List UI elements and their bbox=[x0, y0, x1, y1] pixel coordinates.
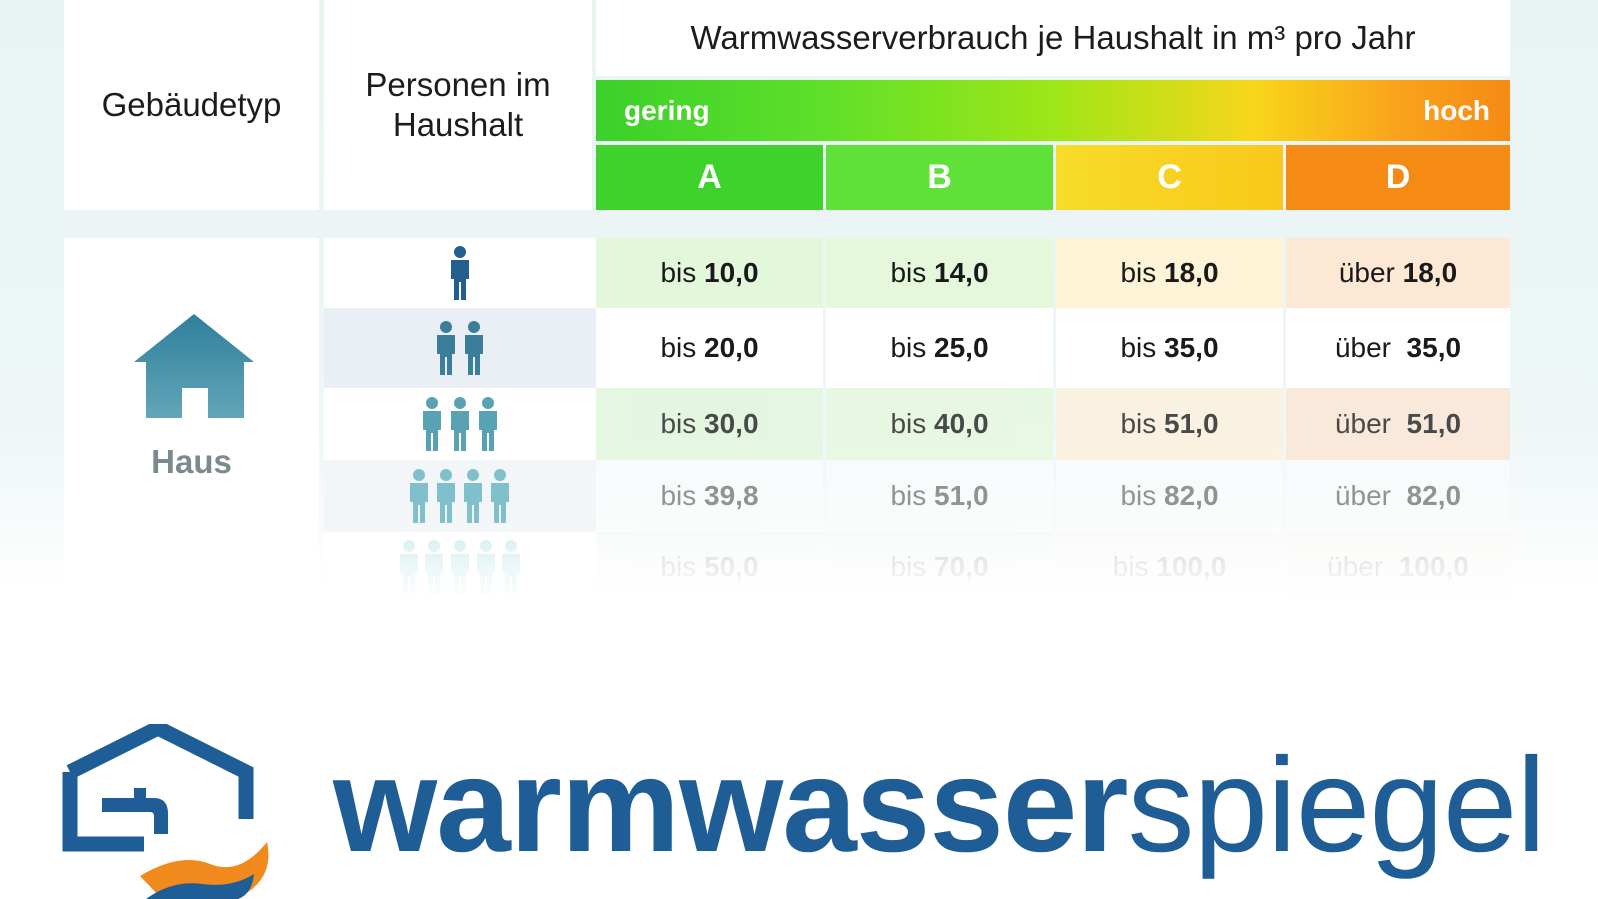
value-prefix: über bbox=[1334, 332, 1407, 363]
value-prefix: bis bbox=[1120, 408, 1165, 439]
persons-5-icon bbox=[400, 540, 520, 594]
value-prefix: bis bbox=[660, 480, 705, 511]
scale-title-text: Warmwasserverbrauch je Haushalt in m³ pr… bbox=[690, 19, 1416, 56]
class-c-cell: C bbox=[1056, 145, 1283, 210]
logo-word-bold: warmwasser bbox=[333, 730, 1129, 880]
value-prefix: bis bbox=[890, 332, 935, 363]
value-prefix: bis bbox=[660, 408, 705, 439]
value-number: 51,0 bbox=[934, 480, 989, 511]
persons-header-line2: Haushalt bbox=[392, 106, 524, 143]
person-1-icon bbox=[451, 246, 469, 300]
persons-2-icon bbox=[437, 321, 483, 375]
value-cell-r4-b: bis 51,0 bbox=[826, 460, 1053, 532]
class-d-label: D bbox=[1385, 158, 1411, 196]
value-number: 39,8 bbox=[704, 480, 759, 511]
value-prefix: bis bbox=[1112, 551, 1157, 582]
scale-low-label: gering bbox=[624, 94, 710, 126]
value-cell-r5-b: bis 70,0 bbox=[826, 532, 1053, 602]
value-cell-r1-d: über 18,0 bbox=[1286, 238, 1510, 308]
value-prefix: über bbox=[1338, 257, 1403, 288]
persons-header-line1: Personen im bbox=[365, 66, 551, 104]
persons-row-3 bbox=[324, 388, 596, 460]
class-c-label: C bbox=[1157, 158, 1182, 196]
value-prefix: bis bbox=[1120, 332, 1165, 363]
building-label: Haus bbox=[151, 443, 232, 480]
class-a-label: A bbox=[697, 158, 722, 196]
logo-word-thin: spiegel bbox=[1127, 730, 1547, 880]
value-cell-r4-d: über 82,0 bbox=[1286, 460, 1510, 532]
value-number: 51,0 bbox=[1406, 408, 1462, 439]
building-type-header: Gebäudetyp bbox=[64, 0, 319, 210]
value-number: 100,0 bbox=[1156, 551, 1227, 582]
scale-high-label: hoch bbox=[1423, 94, 1490, 126]
value-prefix: bis bbox=[1120, 480, 1165, 511]
value-cell-r2-c: bis 35,0 bbox=[1056, 308, 1283, 388]
persons-header: Personen im Haushalt bbox=[324, 0, 592, 210]
value-prefix: bis bbox=[660, 257, 705, 288]
value-cell-r1-b: bis 14,0 bbox=[826, 238, 1053, 308]
value-prefix: über bbox=[1334, 408, 1407, 439]
value-number: 18,0 bbox=[1164, 257, 1219, 288]
value-number: 18,0 bbox=[1402, 257, 1458, 288]
persons-row-1 bbox=[324, 238, 596, 308]
persons-row-5 bbox=[324, 532, 596, 602]
value-cell-r2-d: über 35,0 bbox=[1286, 308, 1510, 388]
logo-house-faucet-icon bbox=[62, 724, 269, 899]
value-number: 82,0 bbox=[1406, 480, 1462, 511]
value-cell-r3-a: bis 30,0 bbox=[596, 388, 823, 460]
value-cell-r2-a: bis 20,0 bbox=[596, 308, 823, 388]
value-number: 70,0 bbox=[934, 551, 989, 582]
persons-row-2 bbox=[324, 308, 596, 388]
value-cell-r1-a: bis 10,0 bbox=[596, 238, 823, 308]
value-cell-r5-c: bis 100,0 bbox=[1056, 532, 1283, 602]
value-number: 51,0 bbox=[1164, 408, 1219, 439]
persons-row-4 bbox=[324, 460, 596, 532]
value-number: 35,0 bbox=[1164, 332, 1219, 363]
persons-4-icon bbox=[410, 469, 509, 523]
value-cell-r3-c: bis 51,0 bbox=[1056, 388, 1283, 460]
value-prefix: bis bbox=[890, 408, 935, 439]
value-prefix: bis bbox=[1120, 257, 1165, 288]
value-cell-r3-b: bis 40,0 bbox=[826, 388, 1053, 460]
value-cell-r5-d: über 100,0 bbox=[1286, 532, 1510, 602]
value-number: 82,0 bbox=[1164, 480, 1219, 511]
building-cell: Haus bbox=[64, 238, 319, 598]
value-prefix: bis bbox=[660, 332, 705, 363]
class-d-cell: D bbox=[1286, 145, 1510, 210]
value-cell-r4-c: bis 82,0 bbox=[1056, 460, 1283, 532]
value-cell-r1-c: bis 18,0 bbox=[1056, 238, 1283, 308]
value-prefix: bis bbox=[660, 551, 705, 582]
value-number: 40,0 bbox=[934, 408, 989, 439]
persons-3-icon bbox=[423, 397, 497, 451]
class-b-label: B bbox=[927, 158, 952, 196]
value-prefix: über bbox=[1327, 551, 1399, 582]
value-prefix: bis bbox=[890, 480, 935, 511]
scale-title: Warmwasserverbrauch je Haushalt in m³ pr… bbox=[596, 0, 1510, 76]
value-number: 30,0 bbox=[704, 408, 759, 439]
value-prefix: bis bbox=[890, 257, 935, 288]
class-a-cell: A bbox=[596, 145, 823, 210]
value-cell-r4-a: bis 39,8 bbox=[596, 460, 823, 532]
value-number: 25,0 bbox=[934, 332, 989, 363]
consumption-gradient-bar: gering hoch bbox=[596, 80, 1510, 141]
value-number: 14,0 bbox=[934, 257, 989, 288]
value-prefix: bis bbox=[890, 551, 935, 582]
value-number: 50,0 bbox=[704, 551, 759, 582]
building-type-header-label: Gebäudetyp bbox=[101, 86, 282, 124]
value-number: 10,0 bbox=[704, 257, 759, 288]
value-cell-r3-d: über 51,0 bbox=[1286, 388, 1510, 460]
logo-wordmark: warmwasser spiegel bbox=[333, 720, 1547, 890]
value-cell-r2-b: bis 25,0 bbox=[826, 308, 1053, 388]
value-cell-r5-a: bis 50,0 bbox=[596, 532, 823, 602]
house-icon bbox=[134, 314, 254, 418]
value-number: 100,0 bbox=[1398, 551, 1469, 582]
class-b-cell: B bbox=[826, 145, 1053, 210]
value-number: 20,0 bbox=[704, 332, 759, 363]
value-prefix: über bbox=[1334, 480, 1407, 511]
value-number: 35,0 bbox=[1406, 332, 1462, 363]
